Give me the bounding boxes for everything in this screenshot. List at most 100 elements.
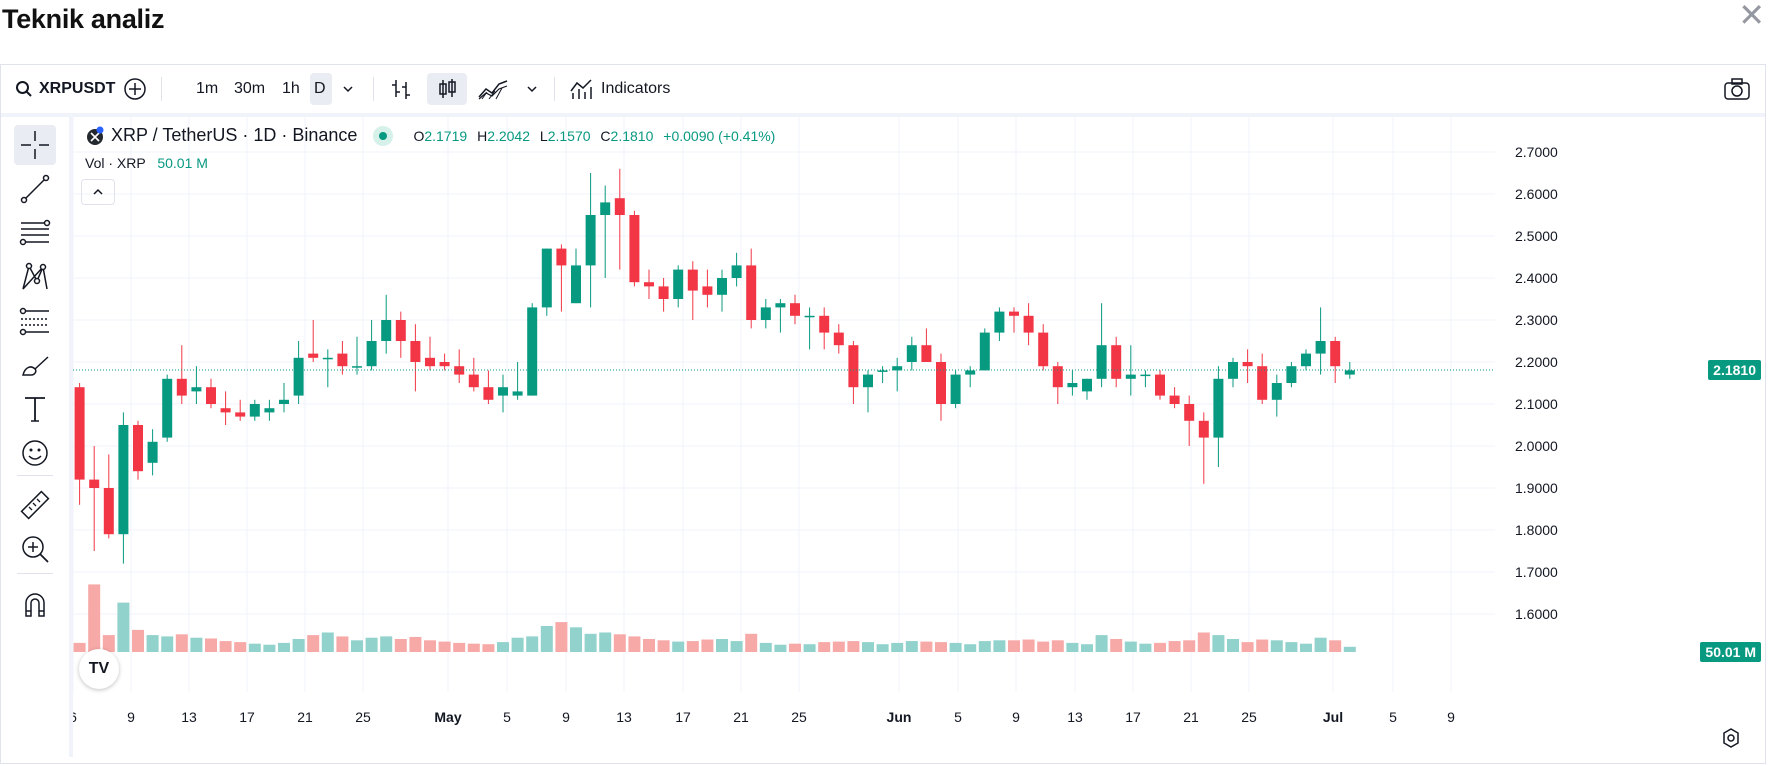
volume-bar — [716, 639, 728, 652]
chart-pane[interactable]: 2.7000 2.6000 2.5000 2.4000 2.3000 2.2000 2.10… — [73, 117, 1765, 763]
candle — [410, 341, 421, 362]
candle — [965, 370, 976, 375]
candle — [819, 315, 830, 333]
x-tick-label: 9 — [1012, 709, 1020, 725]
volume-bar — [292, 639, 305, 652]
brush-tool[interactable] — [14, 345, 56, 385]
candle — [118, 425, 129, 535]
volume-bar — [263, 644, 276, 652]
volume-bar — [920, 641, 933, 652]
bar-chart-button[interactable] — [389, 73, 413, 105]
interval-d[interactable]: D — [310, 73, 332, 105]
top-toolbar: XRPUSDT 1m 30m 1h D Indicators — [1, 65, 1765, 117]
pattern-tool[interactable] — [14, 257, 56, 297]
candle — [863, 374, 873, 388]
volume-bar — [132, 629, 144, 652]
candle — [468, 374, 479, 388]
indicators-button[interactable]: Indicators — [569, 73, 670, 105]
volume-bar — [1227, 639, 1239, 652]
volume-bar — [1285, 642, 1298, 652]
close-icon[interactable]: ✕ — [1738, 0, 1765, 33]
volume-bar — [467, 643, 480, 652]
candle — [1228, 362, 1238, 379]
y-tick-label: 2.6000 — [1515, 186, 1558, 202]
tradingview-logo-icon[interactable]: TV — [79, 649, 119, 689]
candle — [74, 387, 85, 480]
candle — [264, 408, 275, 413]
candle — [760, 307, 771, 320]
last-volume-tag: 50.01 M — [1700, 642, 1761, 662]
volume-legend: Vol · XRP 50.01 M — [85, 155, 208, 171]
compare-button[interactable] — [123, 73, 147, 105]
area-chart-icon — [478, 80, 508, 100]
candle — [1257, 366, 1268, 400]
candle — [483, 387, 494, 400]
volume-bar — [307, 635, 320, 652]
candle — [147, 441, 158, 463]
indicators-icon — [570, 79, 592, 99]
legend-pair: XRP / TetherUS · 1D · Binance — [111, 125, 358, 145]
collapse-legend-button[interactable] — [81, 179, 115, 205]
volume-bar — [628, 636, 641, 652]
symbol-search-button[interactable]: XRPUSDT — [15, 73, 115, 105]
area-chart-button[interactable] — [477, 73, 509, 105]
candle — [103, 488, 114, 535]
candle — [1315, 341, 1326, 354]
crosshair-tool[interactable] — [14, 125, 56, 165]
emoji-tool[interactable] — [14, 433, 56, 473]
candle — [1242, 362, 1253, 367]
volume-bar — [570, 627, 582, 652]
interval-1h[interactable]: 1h — [282, 80, 300, 97]
x-tick-label: 5 — [503, 709, 511, 725]
volume-bar — [730, 641, 743, 652]
ruler-icon — [20, 490, 50, 520]
pattern-icon — [22, 262, 48, 290]
magnet-tool[interactable] — [14, 585, 56, 625]
candle — [541, 248, 552, 308]
emoji-icon — [22, 440, 48, 466]
candle — [1140, 374, 1151, 377]
ruler-tool[interactable] — [14, 485, 56, 525]
volume-bar — [672, 641, 685, 652]
volume-bar — [1343, 646, 1356, 652]
volume-bar — [146, 635, 159, 652]
trend-line-tool[interactable] — [14, 169, 56, 209]
candle — [162, 378, 173, 438]
brush-icon — [22, 356, 49, 376]
volume-bar — [876, 644, 889, 652]
zoom-in-tool[interactable] — [14, 529, 56, 569]
x-tick-label: Jun — [887, 709, 912, 725]
volume-bar — [453, 642, 466, 652]
volume-bar — [745, 633, 758, 652]
candle — [950, 374, 961, 404]
fib-tool[interactable] — [14, 213, 56, 253]
x-tick-label: 5 — [954, 709, 962, 725]
volume-bar — [321, 632, 334, 652]
x-tick-label: 25 — [791, 709, 807, 725]
volume-bar — [964, 644, 977, 652]
interval-dropdown[interactable] — [341, 73, 355, 105]
chart-type-dropdown[interactable] — [525, 73, 539, 105]
price-chart[interactable]: 2.7000 2.6000 2.5000 2.4000 2.3000 2.2000 2.10… — [73, 117, 1765, 753]
volume-bar — [117, 602, 130, 652]
text-tool[interactable] — [14, 389, 56, 429]
candle — [381, 320, 392, 341]
candle — [1155, 374, 1165, 396]
volume-bar — [949, 642, 962, 652]
volume-bar — [1168, 641, 1181, 652]
volume-bar — [1110, 639, 1123, 652]
candles-button[interactable] — [427, 73, 467, 105]
candle — [1082, 378, 1092, 392]
volume-bar — [686, 641, 699, 652]
page-title: Teknik analiz — [2, 4, 165, 34]
forecast-tool[interactable] — [14, 301, 56, 341]
candle — [1067, 383, 1078, 388]
chart-settings-button[interactable] — [1721, 728, 1741, 753]
market-status-dot — [373, 125, 394, 146]
y-tick-label: 1.7000 — [1515, 564, 1558, 580]
screenshot-button[interactable] — [1723, 73, 1751, 105]
y-tick-label: 2.2000 — [1515, 354, 1558, 370]
interval-1m[interactable]: 1m — [196, 80, 219, 97]
candle — [1023, 315, 1034, 333]
interval-30m[interactable]: 30m — [234, 80, 266, 97]
